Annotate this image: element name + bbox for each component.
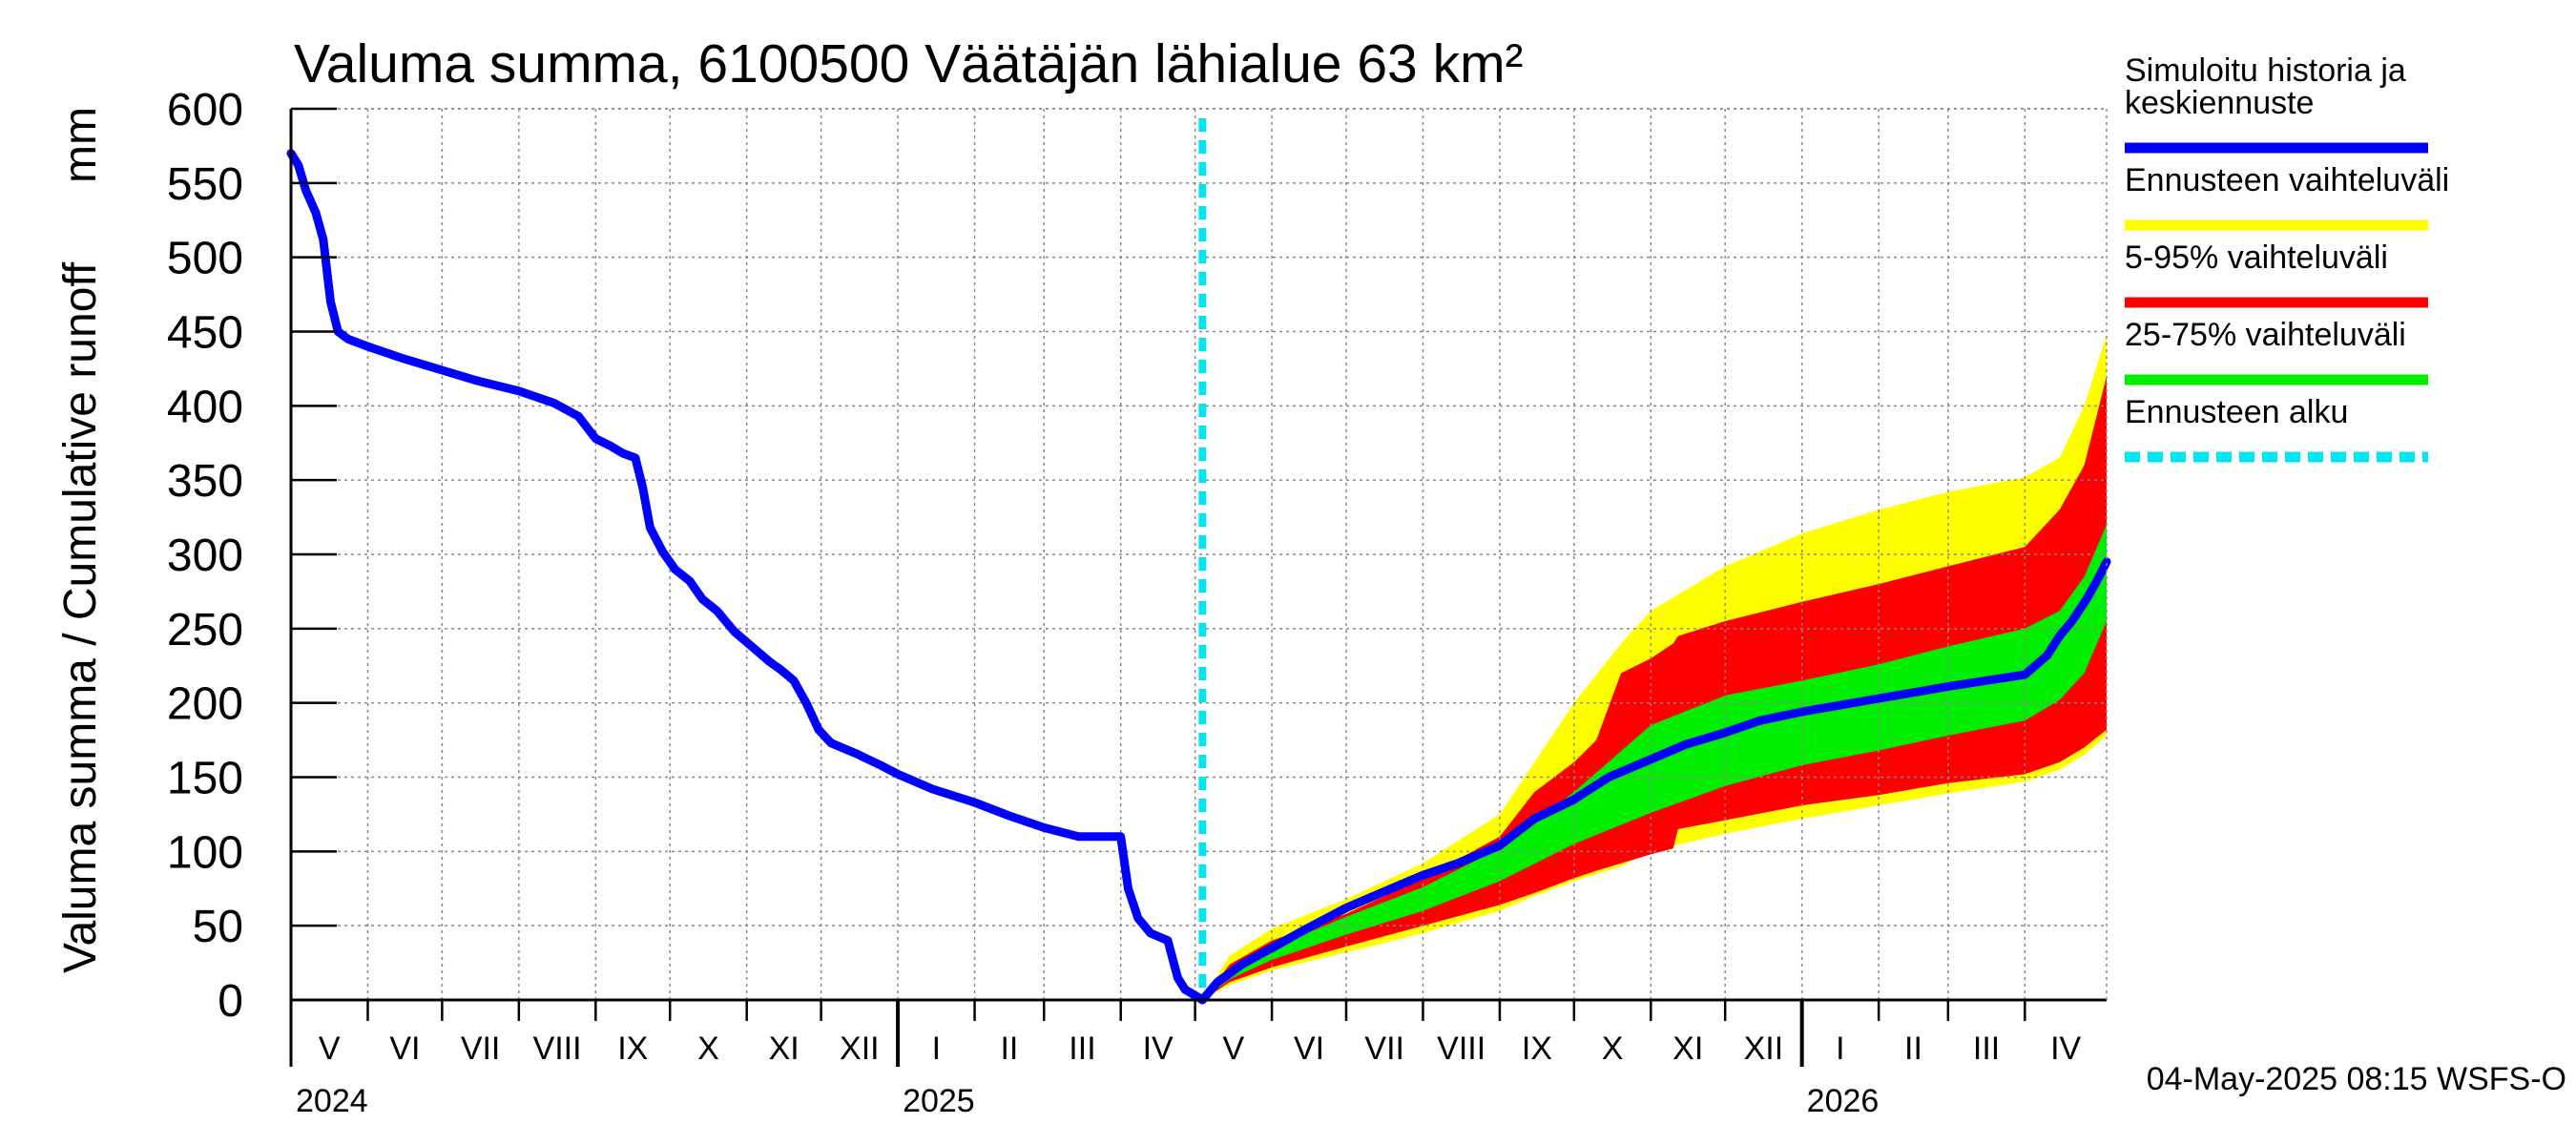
month-label: V [1223,1030,1245,1067]
grid-lines [291,108,2107,1000]
chart-title: Valuma summa, 6100500 Väätäjän lähialue … [294,33,1524,94]
y-tick-label: 600 [167,85,243,135]
month-label: IV [1143,1030,1174,1067]
legend-label: Simuloitu historia ja [2125,52,2406,89]
y-tick-label: 200 [167,679,243,730]
month-label: XI [769,1030,800,1067]
month-label: IX [1522,1030,1552,1067]
plot-frame [289,108,2108,1067]
legend-label: Ennusteen alku [2125,394,2348,430]
y-axis-label: Valuma summa / Cumulative runoff [55,261,106,973]
simulated-series [286,149,2111,1005]
month-label: VII [1364,1030,1404,1067]
band-1 [1202,376,2107,1000]
month-label: I [1836,1030,1844,1067]
month-label: I [932,1030,941,1067]
y-tick-label: 50 [193,902,243,952]
month-label: VI [1294,1030,1324,1067]
simulated-runoff-line [286,149,2111,1005]
y-tick-label: 0 [218,976,243,1027]
month-label: III [1973,1030,2000,1067]
legend-label: keskiennuste [2125,85,2314,121]
legend-label: 25-75% vaihteluväli [2125,317,2406,353]
legend-label: Ennusteen vaihteluväli [2125,162,2449,198]
y-tick-label: 250 [167,605,243,656]
month-label: VI [389,1030,420,1067]
year-label: 2025 [903,1083,975,1119]
y-tick-label: 400 [167,382,243,432]
y-tick-label: 550 [167,159,243,210]
month-label: VIII [1437,1030,1485,1067]
month-label: III [1069,1030,1095,1067]
year-label: 2024 [296,1083,368,1119]
x-axis-months: V VI VII VIII IX X XI XII I II III IV V VI VII VIII IX X X… [289,1000,2082,1119]
y-tick-label: 100 [167,827,243,878]
month-label: XII [840,1030,880,1067]
y-tick-label: 500 [167,234,243,284]
month-label: IX [617,1030,648,1067]
y-tick-label: 150 [167,754,243,804]
month-label: II [1000,1030,1018,1067]
y-tick-label: 450 [167,308,243,359]
month-label: XII [1744,1030,1784,1067]
timestamp-footer: 04-May-2025 08:15 WSFS-O [2147,1061,2566,1097]
month-label: II [1904,1030,1922,1067]
legend-label: 5-95% vaihteluväli [2125,239,2388,276]
month-label: V [319,1030,341,1067]
month-label: X [1602,1030,1624,1067]
y-tick-label: 350 [167,456,243,507]
month-label: X [697,1030,719,1067]
forecast-bands [1202,334,2107,1001]
year-label: 2026 [1807,1083,1880,1119]
y-tick-labels: 0 50 100 150 200 250 300 350 400 450 500 550 600 [167,85,337,1027]
y-tick-label: 300 [167,531,243,581]
y-axis-unit: mm [55,107,106,183]
month-label: IV [2050,1030,2081,1067]
month-label: XI [1672,1030,1703,1067]
month-label: VII [461,1030,501,1067]
month-label: VIII [533,1030,582,1067]
